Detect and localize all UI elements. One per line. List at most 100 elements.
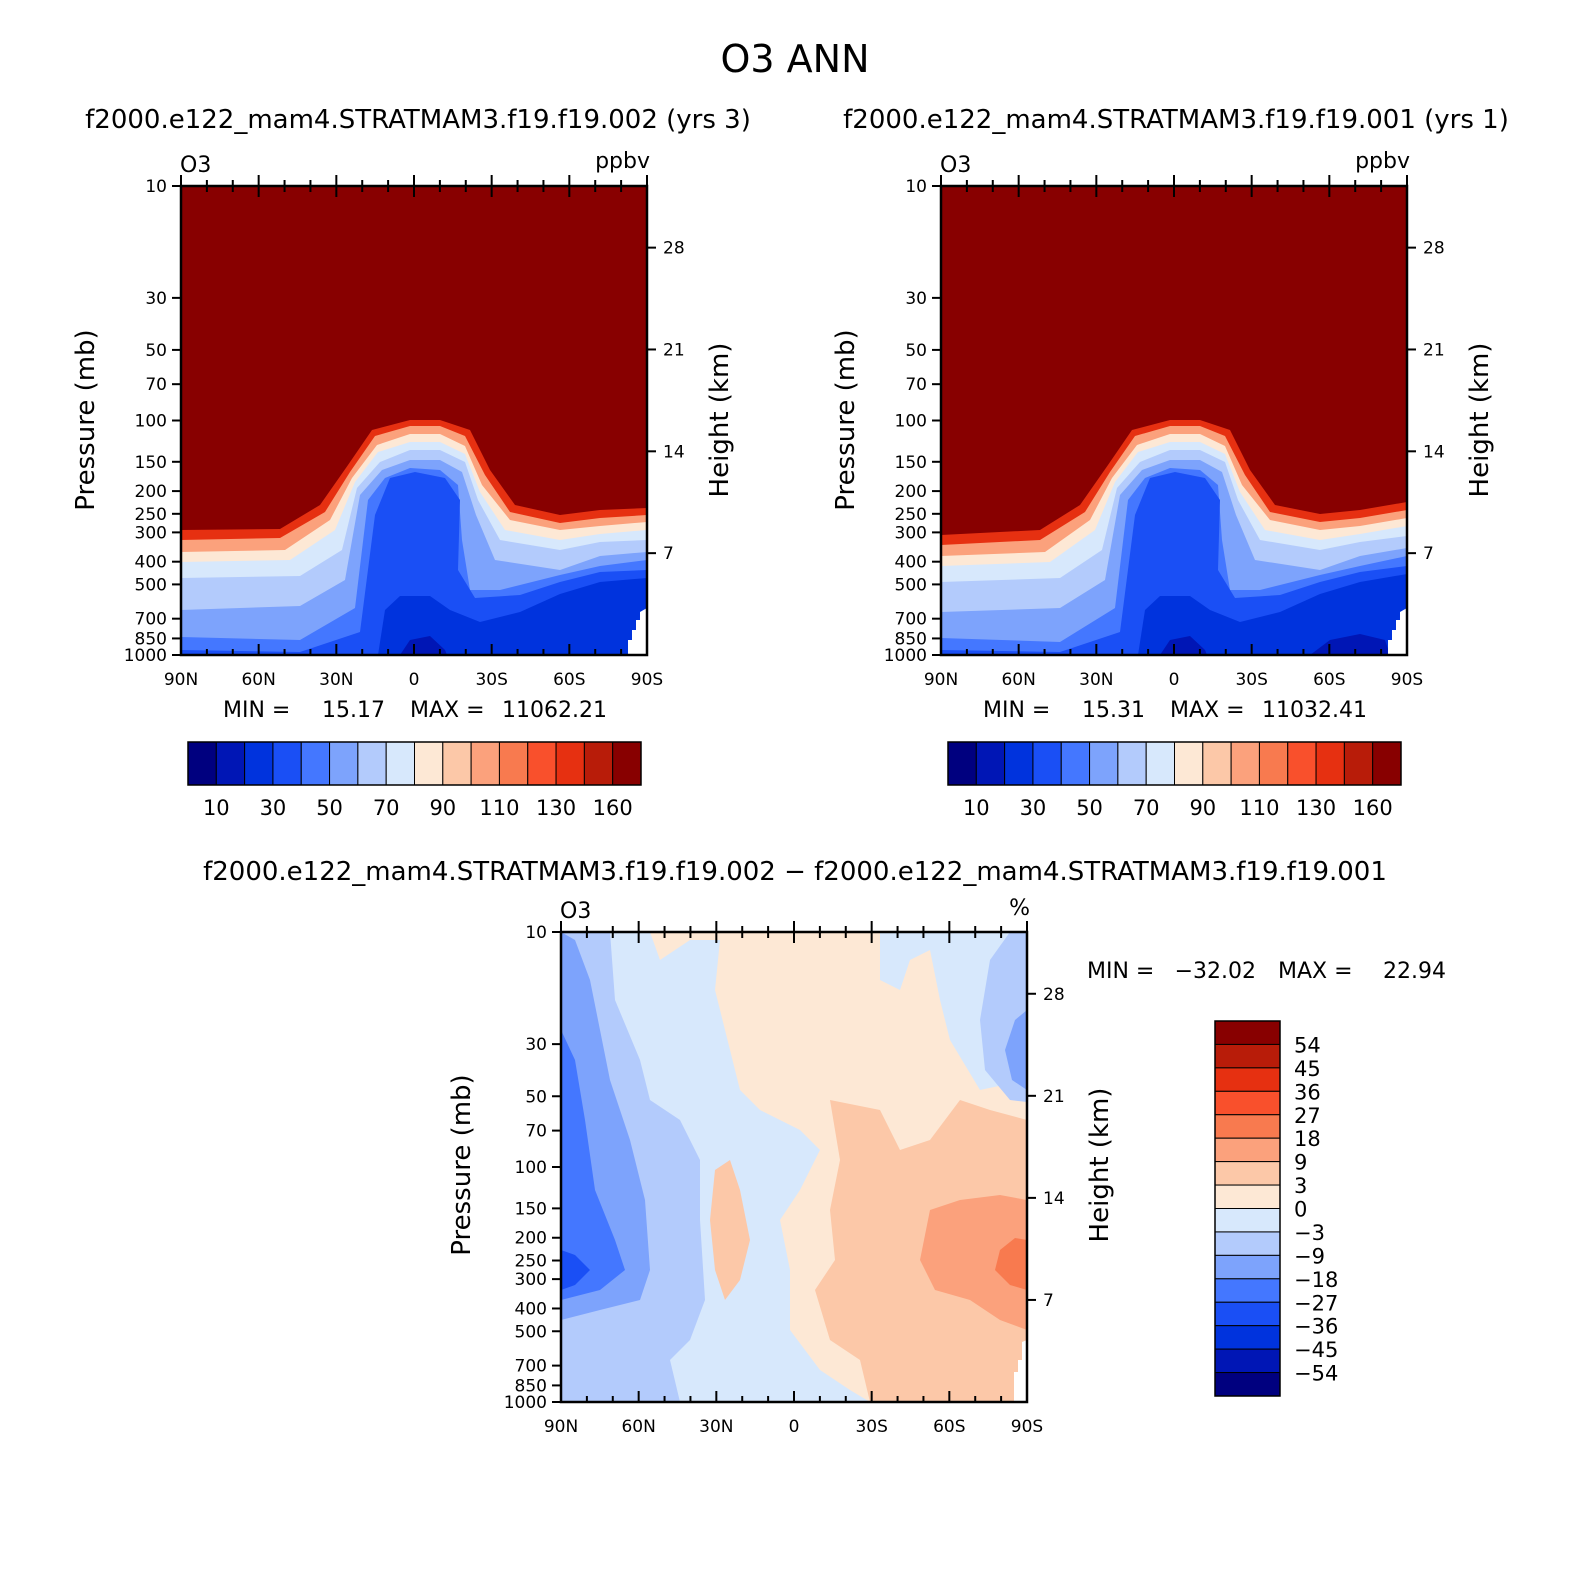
colorbar-swatch [244,741,274,786]
y-tick-label: 50 [145,341,167,361]
x-tick-label: 90N [164,670,198,690]
colorbar-label: 10 [963,796,990,820]
y-tick-label: 1000 [124,646,167,666]
figure-title: O3 ANN [720,37,869,81]
panel-3-contour-neg18-east [1005,1010,1027,1090]
colorbar-swatch [1089,741,1119,786]
panel-3-min-label: MIN = [1087,959,1154,984]
colorbar-label: 50 [316,796,343,820]
colorbar-swatch [1214,1161,1281,1186]
y-tick-label: 400 [515,1299,547,1319]
panel-2-min-label: MIN = [983,698,1050,723]
colorbar-swatch [1214,1372,1281,1397]
panel-3-contour-neg3-sliver [830,932,1027,1090]
height-tick-label: 14 [1043,1189,1065,1209]
colorbar-swatch [414,741,444,786]
colorbar-swatch [1287,741,1317,786]
panel-2: f2000.e122_mam4.STRATMAM3.f19.f19.001 (y… [831,105,1509,820]
colorbar-swatch [1202,741,1232,786]
panel-1-y-right-axis-title: Height (km) [705,343,735,498]
y-tick-label: 10 [905,177,927,197]
colorbar-swatch [1214,1020,1281,1045]
y-tick-label: 1000 [504,1393,547,1413]
panel-2-units-label: ppbv [1355,149,1410,174]
panel-3-contour-neg27 [561,1030,625,1300]
panel-3-contour-pos3 [815,1100,1027,1402]
x-tick-label: 60N [1001,670,1035,690]
y-tick-label: 850 [135,629,167,649]
y-tick-label: 30 [525,1035,547,1055]
colorbar-swatch [442,741,472,786]
colorbar-label: 160 [593,796,633,820]
colorbar-swatch [1315,741,1345,786]
y-tick-label: 200 [135,482,167,502]
x-tick-label: 60N [621,1417,655,1437]
x-tick-label: 60N [241,670,275,690]
colorbar-swatch [1117,741,1147,786]
panel-3-axes: 1030507010015020025030040050070085010002… [504,921,1065,1437]
colorbar-swatch [498,741,529,786]
panel-1-max-label: MAX = [410,698,485,723]
panel-3-contour-field [561,932,1027,1402]
panel-3-contour-neg36 [561,1250,590,1290]
colorbar-label: 110 [479,796,519,820]
colorbar-label: 90 [1189,796,1216,820]
colorbar-swatch [555,741,585,786]
panel-1-max-value: 11062.21 [502,698,607,723]
height-tick-label: 21 [1423,340,1445,360]
x-tick-label: 30S [855,1417,887,1437]
colorbar-swatch [612,741,642,786]
colorbar-swatch [527,741,557,786]
colorbar-label: −36 [1294,1315,1338,1339]
y-tick-label: 50 [905,341,927,361]
colorbar-swatch [1230,741,1260,786]
x-tick-label: 60S [933,1417,965,1437]
height-tick-label: 14 [663,442,685,462]
x-tick-label: 30S [1235,670,1267,690]
y-tick-label: 70 [145,375,167,395]
panel-3-title: f2000.e122_mam4.STRATMAM3.f19.f19.002 − … [203,857,1387,887]
colorbar-label: −54 [1294,1362,1338,1386]
panel-1-contour-10 [400,636,447,655]
y-tick-label: 150 [895,453,927,473]
panel-3-max-value: 22.94 [1383,959,1446,984]
colorbar-swatch [470,741,500,786]
height-tick-label: 28 [1423,239,1445,259]
colorbar-label: −18 [1294,1268,1338,1292]
colorbar-label: 30 [260,796,287,820]
colorbar-swatch [1060,741,1091,786]
colorbar-label: 3 [1294,1174,1307,1198]
y-tick-label: 250 [895,505,927,525]
colorbar-swatch [357,741,387,786]
panel-3-contour-pos18 [995,1238,1027,1290]
panel-1-y-axis-title: Pressure (mb) [71,329,101,510]
y-tick-label: 300 [135,523,167,543]
y-tick-label: 150 [135,453,167,473]
colorbar-swatch [1214,1184,1281,1209]
panel-2-axes: 1030507010015020025030040050070085010002… [884,175,1445,690]
colorbar-label: 45 [1294,1057,1321,1081]
y-tick-label: 200 [515,1229,547,1249]
colorbar-frame [1214,1020,1281,1397]
height-tick-label: 7 [663,544,674,564]
panel-2-contour-field [941,186,1407,655]
colorbar-label: −9 [1294,1244,1325,1268]
height-tick-label: 7 [1423,544,1434,564]
y-tick-label: 500 [515,1322,547,1342]
y-tick-label: 400 [135,553,167,573]
colorbar-label: 70 [373,796,400,820]
colorbar-swatch [1372,741,1402,786]
colorbar-swatch [1214,1114,1281,1139]
colorbar-label: −27 [1294,1291,1338,1315]
x-tick-label: 90S [631,670,663,690]
x-tick-label: 90N [544,1417,578,1437]
x-tick-label: 60S [1313,670,1345,690]
colorbar-swatch [329,741,359,786]
colorbar-frame [187,741,642,786]
panel-2-max-label: MAX = [1170,698,1245,723]
y-tick-label: 70 [525,1122,547,1142]
y-tick-label: 100 [515,1158,547,1178]
colorbar-swatch [947,741,977,786]
colorbar-swatch [1032,741,1062,786]
